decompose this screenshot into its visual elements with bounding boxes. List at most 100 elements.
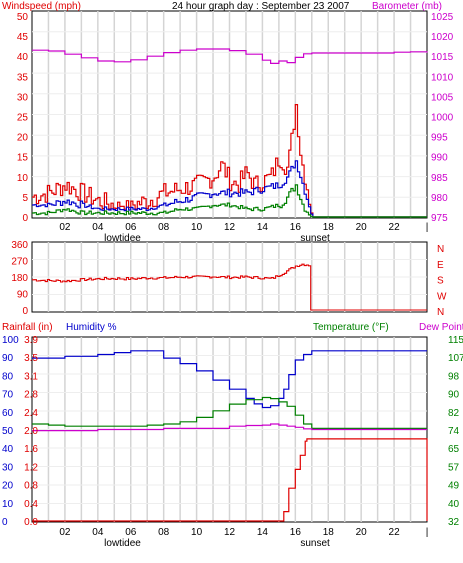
wind-xtick-11: | [426,222,429,233]
temp-marker-sunset: sunset [300,538,330,549]
rain-left-tick-6: 2.4 [24,408,38,419]
wind-left-tick-3: 15 [17,153,29,164]
hum-left-tick-4: 40 [2,444,14,455]
temp-series-dewpoint [32,423,427,432]
wind-left-tick-0: 0 [22,213,28,224]
wind-left-tick-2: 10 [17,173,29,184]
rain-left-tick-0: 0.0 [24,517,38,528]
temp-right-tick-8: 98 [448,371,460,382]
temp-right-tick-4: 65 [448,444,460,455]
wind-left-tick-1: 5 [22,193,28,204]
wind-axis-title: Windspeed (mph) [2,1,81,12]
rain-left-tick-1: 0.4 [24,499,38,510]
dir-left-tick-1: 90 [17,290,29,301]
dir-right-tick-1: W [437,291,447,302]
temp-xtick-2: 06 [125,527,137,538]
wind-xtick-1: 04 [92,222,104,233]
temp-right-tick-10: 115 [448,335,463,346]
rain-left-tick-9: 3.5 [24,353,38,364]
wind-right-tick-3: 990 [431,153,448,164]
dir-right-tick-3: E [437,260,444,271]
temp-series-humidity [32,350,427,409]
rain-left-tick-5: 2.0 [24,426,38,437]
wind-right-tick-4: 995 [431,133,448,144]
wind-marker-sunset: sunset [300,233,330,244]
hum-left-tick-0: 0 [2,517,8,528]
temp-right-tick-6: 82 [448,408,460,419]
hum-left-tick-7: 70 [2,390,14,401]
dir-left-tick-0: 0 [22,306,28,317]
rain-left-tick-2: 0.8 [24,481,38,492]
temp-xtick-9: 20 [356,527,368,538]
temp-xtick-6: 14 [257,527,269,538]
wind-left-tick-7: 35 [17,72,29,83]
wind-right-tick-0: 975 [431,213,448,224]
wind-left-tick-9: 45 [17,32,29,43]
wind-xtick-5: 12 [224,222,236,233]
wind-xtick-3: 08 [158,222,170,233]
temp-xtick-3: 08 [158,527,170,538]
hum-left-tick-10: 100 [2,335,19,346]
dir-left-tick-4: 360 [11,240,28,251]
hum-left-tick-8: 80 [2,371,14,382]
temp-right-tick-9: 107 [448,353,463,364]
rain-left-tick-3: 1.2 [24,462,38,473]
hum-left-tick-1: 10 [2,499,14,510]
wind-xtick-9: 20 [356,222,368,233]
hum-left-tick-3: 30 [2,462,14,473]
temp-series-temperaturef [32,396,427,429]
rain-left-tick-4: 1.6 [24,444,38,455]
graph-title: 24 hour graph day : September 23 2007 [172,1,350,12]
dir-right-tick-4: N [437,244,444,255]
temp-xtick-10: 22 [389,527,401,538]
wind-series-magenta [32,48,428,64]
temp-xtick-7: 16 [290,527,302,538]
temp-right-tick-1: 40 [448,499,460,510]
hum-left-tick-9: 90 [2,353,14,364]
wind-left-tick-8: 40 [17,52,29,63]
temp-xtick-8: 18 [323,527,335,538]
hum-left-tick-6: 60 [2,408,14,419]
wind-right-tick-7: 1010 [431,72,454,83]
hum-left-tick-2: 20 [2,481,14,492]
wind-xtick-4: 10 [191,222,203,233]
dir-left-tick-2: 180 [11,273,28,284]
temp-xtick-5: 12 [224,527,236,538]
wind-right-tick-9: 1020 [431,32,454,43]
hum-left-tick-5: 50 [2,426,14,437]
barometer-axis-title: Barometer (mb) [372,1,442,12]
wind-xtick-8: 18 [323,222,335,233]
temp-series-rainfallin [32,438,428,522]
wind-left-tick-5: 25 [17,113,29,124]
dir-left-tick-3: 270 [11,257,28,268]
wind-xtick-2: 06 [125,222,137,233]
dir-right-tick-0: N [437,307,444,318]
wind-right-tick-6: 1005 [431,92,454,103]
temp-right-tick-0: 32 [448,517,460,528]
temp-right-tick-3: 57 [448,462,460,473]
wind-left-tick-4: 20 [17,133,29,144]
temperature-legend: Temperature (°F) [313,322,389,333]
rain-left-tick-7: 2.8 [24,390,38,401]
wind-right-tick-5: 1000 [431,113,454,124]
wind-right-tick-1: 980 [431,193,448,204]
dewpoint-legend: Dew Point [419,322,463,333]
wind-xtick-10: 22 [389,222,401,233]
temp-xtick-11: | [426,527,429,538]
wind-right-tick-2: 985 [431,173,448,184]
wind-left-tick-6: 30 [17,92,29,103]
rain-left-tick-8: 3.1 [24,371,38,382]
wind-marker-lowtide: lowtidee [104,233,141,244]
rain-left-tick-10: 3.9 [24,335,38,346]
temp-xtick-1: 04 [92,527,104,538]
dir-right-tick-2: S [437,276,444,287]
wind-left-tick-10: 50 [17,12,29,23]
temp-right-tick-2: 49 [448,481,460,492]
temp-xtick-4: 10 [191,527,203,538]
rainfall-legend: Rainfall (in) [2,322,53,333]
temp-right-tick-5: 74 [448,426,460,437]
temp-xtick-0: 02 [59,527,71,538]
wind-xtick-7: 16 [290,222,302,233]
